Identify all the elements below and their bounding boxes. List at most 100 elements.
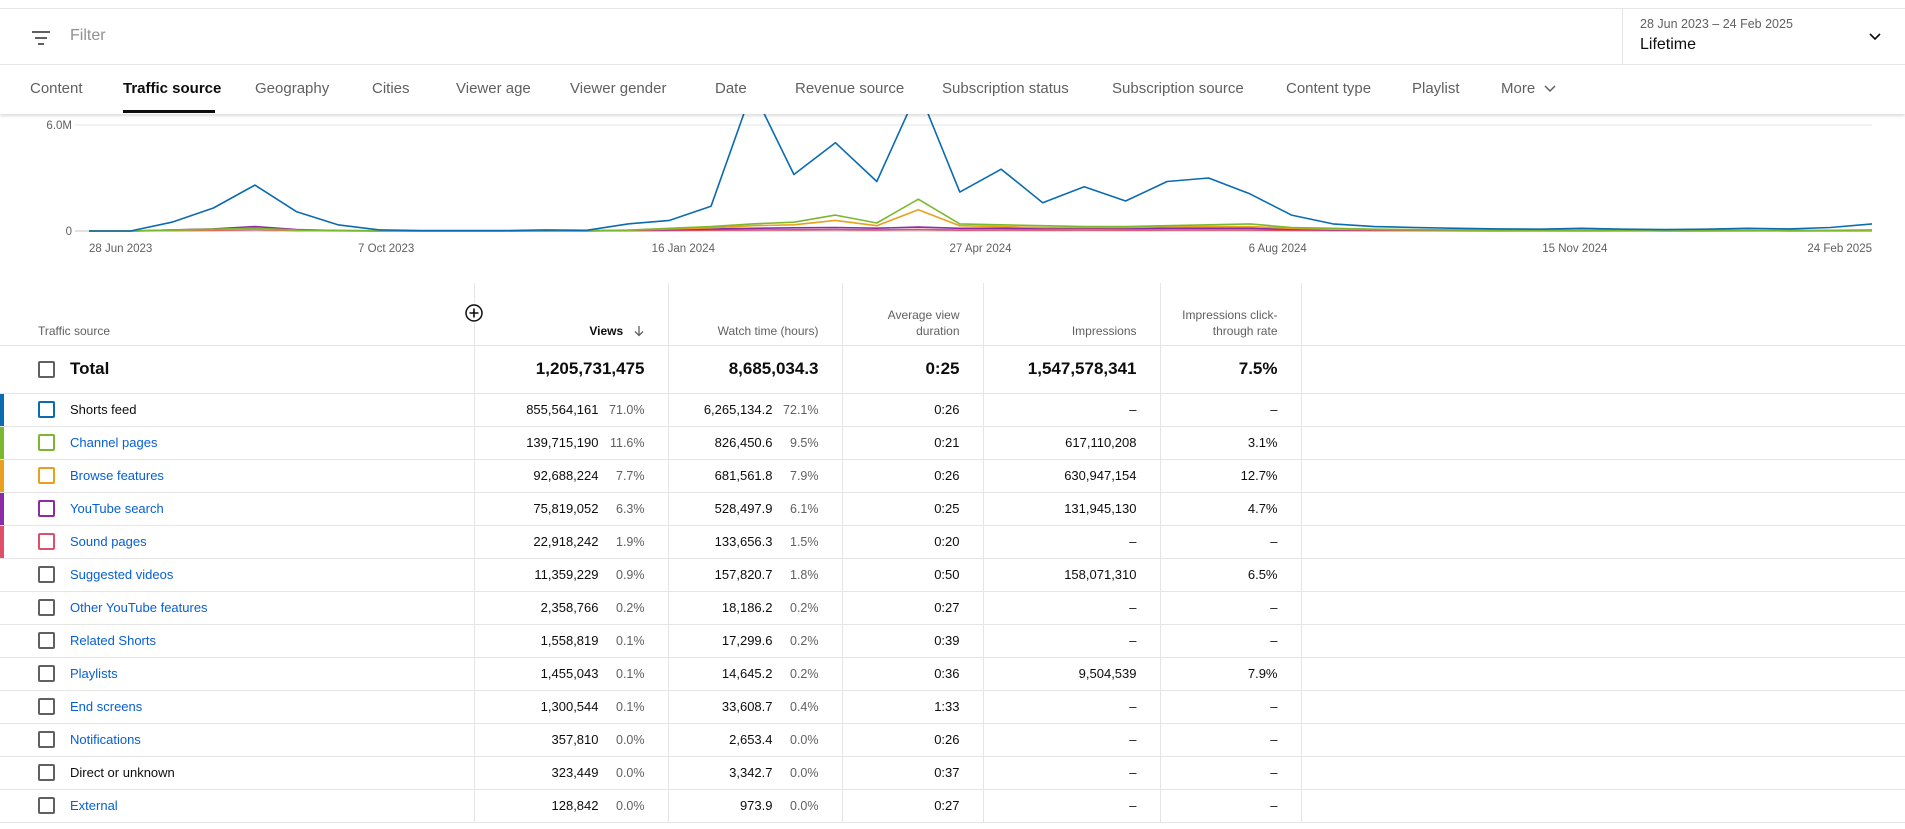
row-impressions: –	[983, 393, 1161, 426]
table-row: Notifications 357,810 0.0% 2,653.4 0.0% 0:26–…	[0, 723, 1905, 756]
total-empty	[1301, 345, 1905, 393]
row-avg-duration: 0:26	[842, 393, 984, 426]
header-traffic-source-label: Traffic source	[38, 323, 111, 338]
row-empty	[1301, 426, 1905, 459]
series-color-bar	[0, 492, 4, 525]
row-avg-duration: 0:26	[842, 459, 984, 492]
views-percent: 71.0%	[609, 403, 645, 417]
traffic-source-label[interactable]: YouTube search	[70, 501, 164, 516]
row-impressions: –	[983, 756, 1161, 789]
header-ctr[interactable]: Impressions click-through rate	[1160, 283, 1302, 345]
watch-time-percent: 0.2%	[790, 601, 819, 615]
row-checkbox[interactable]	[38, 599, 55, 616]
row-avg-duration: 0:27	[842, 591, 984, 624]
row-checkbox[interactable]	[38, 665, 55, 682]
x-tick-label: 16 Jan 2024	[652, 243, 716, 255]
row-checkbox[interactable]	[38, 797, 55, 814]
row-views: 2,358,766 0.2%	[474, 591, 669, 624]
watch-time-percent: 0.2%	[790, 667, 819, 681]
table-row: Channel pages 139,715,190 11.6% 826,450.6 9.…	[0, 426, 1905, 459]
row-views: 357,810 0.0%	[474, 723, 669, 756]
row-checkbox[interactable]	[38, 632, 55, 649]
row-watch-time: 14,645.2 0.2%	[668, 657, 843, 690]
chevron-down-icon[interactable]	[1867, 29, 1883, 45]
tab-playlist[interactable]: Playlist	[1412, 80, 1460, 97]
traffic-source-label[interactable]: Other YouTube features	[70, 600, 208, 615]
row-empty	[1301, 591, 1905, 624]
row-checkbox[interactable]	[38, 698, 55, 715]
views-value: 128,842	[551, 798, 599, 813]
tab-more[interactable]: More	[1501, 80, 1557, 97]
filter-icon[interactable]	[30, 28, 52, 48]
row-impressions: –	[983, 624, 1161, 657]
views-value: 1,558,819	[540, 633, 599, 648]
tab-subscription-status[interactable]: Subscription status	[942, 80, 1069, 97]
row-empty	[1301, 624, 1905, 657]
header-impressions-label: Impressions	[1071, 323, 1137, 338]
row-name-cell: Notifications	[0, 723, 475, 756]
watch-time-percent: 72.1%	[783, 403, 819, 417]
tab-cities[interactable]: Cities	[372, 80, 410, 97]
watch-time-value: 157,820.7	[714, 567, 773, 582]
tab-content[interactable]: Content	[30, 80, 83, 97]
views-percent: 1.9%	[616, 535, 645, 549]
traffic-source-label[interactable]: External	[70, 798, 118, 813]
row-checkbox[interactable]	[38, 764, 55, 781]
traffic-source-label[interactable]: Suggested videos	[70, 567, 174, 582]
traffic-source-label[interactable]: Sound pages	[70, 534, 147, 549]
series-color-bar	[0, 525, 4, 558]
header-traffic-source[interactable]: Traffic source	[0, 283, 484, 345]
row-checkbox[interactable]	[38, 566, 55, 583]
row-watch-time: 973.9 0.0%	[668, 789, 843, 822]
row-views: 855,564,161 71.0%	[474, 393, 669, 426]
filter-input[interactable]: Filter	[70, 27, 106, 44]
total-checkbox[interactable]	[38, 360, 55, 378]
row-checkbox[interactable]	[38, 533, 55, 550]
row-views: 1,558,819 0.1%	[474, 624, 669, 657]
watch-time-percent: 7.9%	[790, 469, 819, 483]
row-empty	[1301, 459, 1905, 492]
row-ctr: 3.1%	[1160, 426, 1302, 459]
row-checkbox[interactable]	[38, 500, 55, 517]
header-impressions[interactable]: Impressions	[983, 283, 1161, 345]
tab-viewer-age[interactable]: Viewer age	[456, 80, 531, 97]
traffic-source-label[interactable]: Playlists	[70, 666, 118, 681]
row-checkbox[interactable]	[38, 401, 55, 418]
row-views: 92,688,224 7.7%	[474, 459, 669, 492]
header-views[interactable]: Views	[474, 283, 669, 345]
traffic-source-label[interactable]: Related Shorts	[70, 633, 156, 648]
row-ctr: –	[1160, 591, 1302, 624]
row-checkbox[interactable]	[38, 731, 55, 748]
header-watch-time[interactable]: Watch time (hours)	[668, 283, 843, 345]
series-color-bar	[0, 592, 4, 624]
views-percent: 0.0%	[616, 799, 645, 813]
tab-date[interactable]: Date	[715, 80, 747, 97]
filter-bar: Filter 28 Jun 2023 – 24 Feb 2025 Lifetim…	[0, 9, 1905, 65]
traffic-source-label[interactable]: Notifications	[70, 732, 141, 747]
table-row: Suggested videos 11,359,229 0.9% 157,820.7 1…	[0, 558, 1905, 591]
views-value: 22,918,242	[533, 534, 599, 549]
views-percent: 0.1%	[616, 667, 645, 681]
tab-content-type[interactable]: Content type	[1286, 80, 1372, 97]
traffic-source-label[interactable]: Browse features	[70, 468, 164, 483]
row-checkbox[interactable]	[38, 434, 55, 451]
row-watch-time: 826,450.6 9.5%	[668, 426, 843, 459]
traffic-source-label[interactable]: Channel pages	[70, 435, 158, 450]
row-ctr: –	[1160, 624, 1302, 657]
row-views: 323,449 0.0%	[474, 756, 669, 789]
tab-revenue-source[interactable]: Revenue source	[795, 80, 905, 97]
series-color-bar	[0, 790, 4, 822]
header-average-view-duration[interactable]: Average view duration	[842, 283, 984, 345]
row-checkbox[interactable]	[38, 467, 55, 484]
tab-viewer-gender[interactable]: Viewer gender	[570, 80, 667, 97]
tab-subscription-source[interactable]: Subscription source	[1112, 80, 1244, 97]
traffic-source-label[interactable]: End screens	[70, 699, 143, 714]
tab-traffic-source[interactable]: Traffic source	[123, 80, 222, 97]
header-views-label: Views	[589, 323, 624, 338]
active-tab-indicator	[123, 110, 215, 113]
row-impressions: 131,945,130	[983, 492, 1161, 525]
tab-geography[interactable]: Geography	[255, 80, 330, 97]
views-value: 323,449	[551, 765, 599, 780]
date-range-selector[interactable]: 28 Jun 2023 – 24 Feb 2025 Lifetime	[1622, 9, 1905, 65]
add-metric-icon[interactable]	[463, 303, 484, 323]
